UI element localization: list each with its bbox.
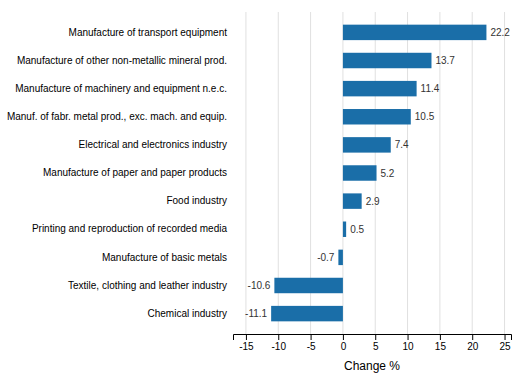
y-tick-label: Manufacture of paper and paper products	[43, 167, 227, 178]
y-tick-label: Manufacture of machinery and equipment n…	[15, 83, 227, 94]
data-labels: -11.1 -10.6 -0.7 0.5 2.9 5.2 7.4 10.5 11.4 13.7 22…	[245, 27, 510, 319]
bar	[343, 222, 346, 237]
y-tick: Chemical industry	[148, 308, 233, 319]
y-tick: Food industry	[166, 195, 233, 206]
x-tick: 20	[467, 334, 479, 352]
data-label: 13.7	[435, 55, 455, 66]
y-tick: Manufacture of machinery and equipment n…	[15, 83, 233, 94]
grid-line	[245, 12, 246, 334]
x-tick-mark	[408, 334, 409, 340]
x-tick-label: 25	[499, 341, 511, 352]
x-tick: -15	[239, 334, 254, 352]
data-label: -10.6	[248, 280, 271, 291]
data-label: 22.2	[490, 27, 510, 38]
y-tick-label: Electrical and electronics industry	[79, 139, 227, 150]
x-tick: -5	[307, 334, 316, 352]
y-tick: Manufacture of basic metals	[102, 252, 233, 263]
x-tick-label: 10	[402, 341, 414, 352]
x-axis-line	[234, 335, 512, 341]
y-tick: Manufacture of other non-metallic minera…	[17, 55, 233, 66]
y-tick: Manufacture of transport equipment	[69, 27, 233, 38]
bar	[271, 306, 343, 321]
x-tick-mark	[246, 334, 247, 340]
x-tick: 15	[435, 334, 447, 352]
bar	[343, 53, 432, 68]
grid	[246, 12, 505, 334]
y-tick-label: Manufacture of transport equipment	[69, 27, 228, 38]
y-tick: Manufacture of paper and paper products	[43, 167, 233, 178]
x-tick-label: 0	[341, 341, 347, 352]
x-axis-title: Change %	[344, 359, 400, 373]
data-label: 10.5	[415, 111, 435, 122]
y-tick: Manuf. of fabr. metal prod., exc. mach. …	[7, 111, 233, 122]
grid-line	[504, 12, 505, 334]
y-axis: Chemical industry Textile, clothing and l…	[7, 27, 233, 319]
y-tick: Printing and reproduction of recorded me…	[32, 223, 233, 234]
y-tick-label: Food industry	[166, 195, 227, 206]
bar	[343, 109, 411, 124]
grid-line	[472, 12, 473, 334]
x-tick-mark	[472, 334, 473, 340]
x-tick-mark	[505, 334, 506, 340]
y-tick-label: Manuf. of fabr. metal prod., exc. mach. …	[7, 111, 227, 122]
plot-area: -15 -10 -5 0 5 10 15 20 25 Chemical industry Texti…	[7, 12, 512, 373]
x-tick: 0	[341, 334, 347, 352]
bar	[274, 278, 343, 293]
data-label: 7.4	[395, 139, 409, 150]
data-label: 0.5	[350, 224, 364, 235]
x-tick-label: -15	[239, 341, 254, 352]
y-tick-label: Chemical industry	[148, 308, 227, 319]
data-label: 2.9	[366, 196, 380, 207]
data-label: -0.7	[317, 252, 335, 263]
y-tick-label: Textile, clothing and leather industry	[68, 280, 227, 291]
x-tick-label: -10	[272, 341, 287, 352]
x-tick-mark	[375, 334, 376, 340]
bar	[343, 137, 391, 152]
x-tick-label: 20	[467, 341, 479, 352]
bar	[338, 250, 343, 265]
x-tick-label: -5	[307, 341, 316, 352]
x-tick-mark	[440, 334, 441, 340]
y-tick: Textile, clothing and leather industry	[68, 280, 233, 291]
x-tick-mark	[311, 334, 312, 340]
bar	[343, 165, 377, 180]
x-tick-mark	[278, 334, 279, 340]
y-tick-label: Manufacture of basic metals	[102, 252, 227, 263]
y-tick-label: Printing and reproduction of recorded me…	[32, 223, 228, 234]
x-tick: 10	[402, 334, 414, 352]
x-tick-mark	[343, 334, 344, 340]
data-label: 11.4	[421, 83, 440, 94]
x-tick-label: 15	[435, 341, 447, 352]
bars	[271, 25, 486, 322]
x-tick: -10	[272, 334, 287, 352]
data-label: 5.2	[381, 168, 395, 179]
bar	[343, 25, 487, 40]
x-tick: 25	[499, 334, 511, 352]
x-axis: -15 -10 -5 0 5 10 15 20 25	[234, 334, 512, 352]
y-tick: Electrical and electronics industry	[79, 139, 233, 150]
x-tick-label: 5	[373, 341, 379, 352]
x-tick: 5	[373, 334, 379, 352]
y-tick-label: Manufacture of other non-metallic minera…	[17, 55, 227, 66]
data-label: -11.1	[245, 308, 267, 319]
bar	[343, 81, 417, 96]
chart-container: -15 -10 -5 0 5 10 15 20 25 Chemical industry Texti…	[0, 0, 529, 378]
chart-svg: -15 -10 -5 0 5 10 15 20 25 Chemical industry Texti…	[0, 0, 529, 378]
bar	[343, 193, 362, 208]
